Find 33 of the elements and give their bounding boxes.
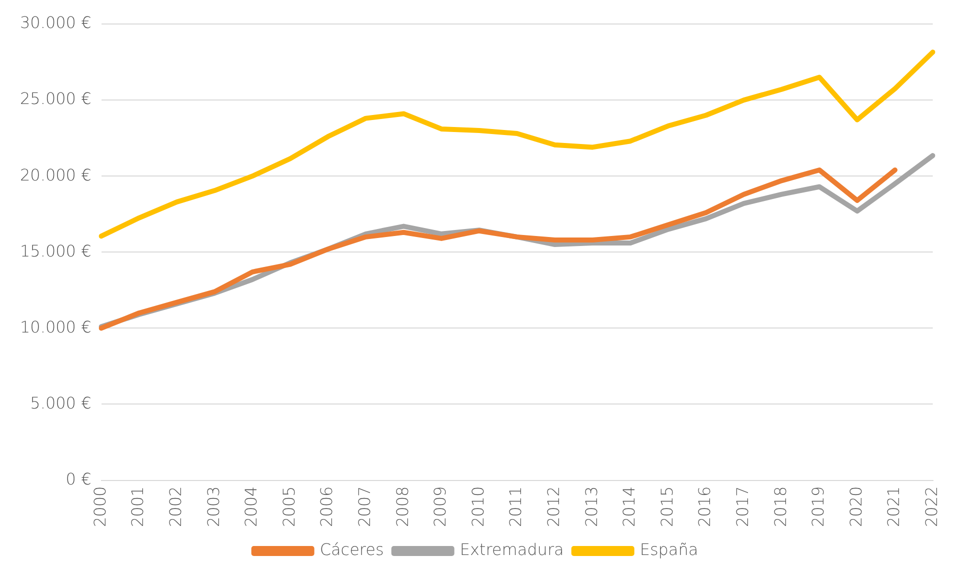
legend-label: España: [640, 540, 698, 560]
y-tick-label: 5.000 €: [30, 393, 92, 412]
x-tick-label: 2002: [166, 486, 185, 527]
x-tick-label: 2021: [884, 486, 904, 527]
x-tick-label: 2015: [657, 486, 676, 527]
x-tick-label: 2020: [846, 486, 866, 527]
x-tick-label: 2008: [392, 486, 412, 527]
x-tick-label: 2010: [468, 486, 488, 527]
x-tick-label: 2001: [128, 486, 148, 527]
legend-label: Cáceres: [320, 540, 384, 560]
y-tick-label: 0 €: [66, 469, 92, 488]
x-tick-label: 2022: [922, 486, 941, 527]
x-tick-label: 2016: [695, 486, 714, 527]
y-tick-label: 30.000 €: [20, 13, 92, 32]
y-tick-label: 10.000 €: [20, 317, 92, 336]
x-tick-label: 2007: [354, 486, 374, 527]
x-tick-label: 2000: [90, 486, 110, 527]
y-tick-label: 15.000 €: [20, 241, 92, 260]
x-tick-label: 2014: [620, 486, 639, 527]
legend-label: Extremadura: [460, 540, 564, 560]
x-tick-label: 2019: [808, 486, 828, 527]
x-tick-label: 2005: [279, 486, 298, 527]
x-tick-label: 2006: [317, 486, 336, 527]
x-tick-label: 2011: [506, 486, 526, 527]
x-tick-label: 2018: [770, 486, 790, 527]
x-tick-label: 2009: [430, 486, 450, 527]
x-tick-label: 2003: [204, 486, 223, 527]
x-tick-label: 2017: [732, 486, 752, 527]
y-tick-label: 25.000 €: [20, 89, 92, 108]
x-tick-label: 2012: [544, 486, 563, 527]
x-tick-label: 2013: [582, 486, 601, 527]
x-tick-label: 2004: [242, 486, 261, 527]
y-tick-label: 20.000 €: [20, 165, 92, 184]
